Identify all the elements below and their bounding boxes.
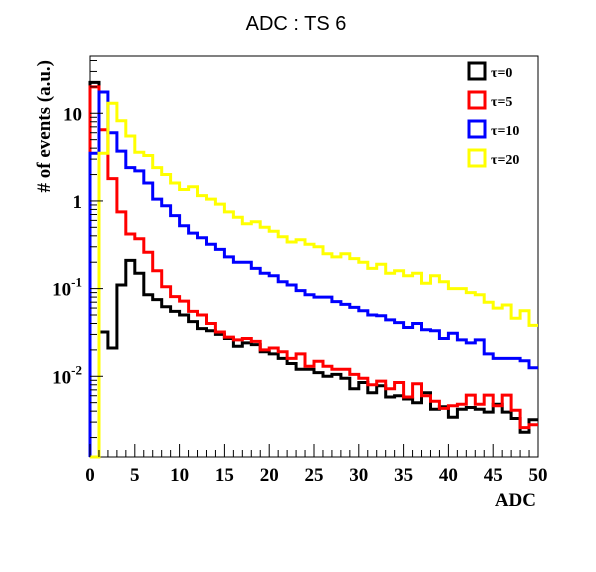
legend-swatch — [467, 148, 487, 168]
x-tick-label: 10 — [170, 465, 189, 486]
x-tick-labels: 0 5 10 15 20 25 30 35 40 45 50 — [85, 465, 547, 486]
legend-label: τ=10 — [491, 124, 519, 139]
series-line-3 — [90, 101, 538, 459]
y-tick-label: 1 — [73, 192, 83, 213]
y-tick-label: 10 — [63, 104, 82, 125]
series-line-2 — [88, 90, 538, 457]
plot-area — [88, 55, 539, 459]
x-tick-label: 30 — [349, 465, 368, 486]
legend-swatch — [467, 61, 487, 81]
x-tick-label: 35 — [394, 465, 413, 486]
series-layer — [88, 80, 538, 459]
x-tick-label: 0 — [85, 465, 95, 486]
x-tick-label: 15 — [215, 465, 234, 486]
y-axis-label: # of events (a.u.) — [34, 60, 55, 192]
x-tick-label: 45 — [484, 465, 503, 486]
axis-ticks — [89, 59, 539, 457]
x-tick-label: 50 — [529, 465, 548, 486]
legend-label: τ=5 — [491, 95, 512, 110]
series-line-1 — [88, 85, 538, 457]
x-tick-label: 40 — [439, 465, 458, 486]
legend-swatch — [467, 90, 487, 110]
legend-swatch — [467, 119, 487, 139]
legend-label: τ=20 — [491, 153, 519, 168]
x-tick-label: 25 — [305, 465, 324, 486]
chart-title: ADC : TS 6 — [246, 13, 347, 35]
y-tick-labels: 10 1 10-1 10-2 — [52, 104, 82, 388]
legend: τ=0 τ=5 τ=10 τ=20 — [467, 61, 519, 168]
x-tick-label: 20 — [260, 465, 279, 486]
legend-label: τ=0 — [491, 66, 512, 81]
series-line-0 — [88, 80, 538, 457]
x-axis-label: ADC — [495, 490, 536, 511]
y-tick-label: 10-2 — [52, 362, 82, 388]
plot-frame — [89, 55, 539, 458]
x-tick-label: 5 — [130, 465, 140, 486]
y-tick-label: 10-1 — [52, 275, 82, 301]
